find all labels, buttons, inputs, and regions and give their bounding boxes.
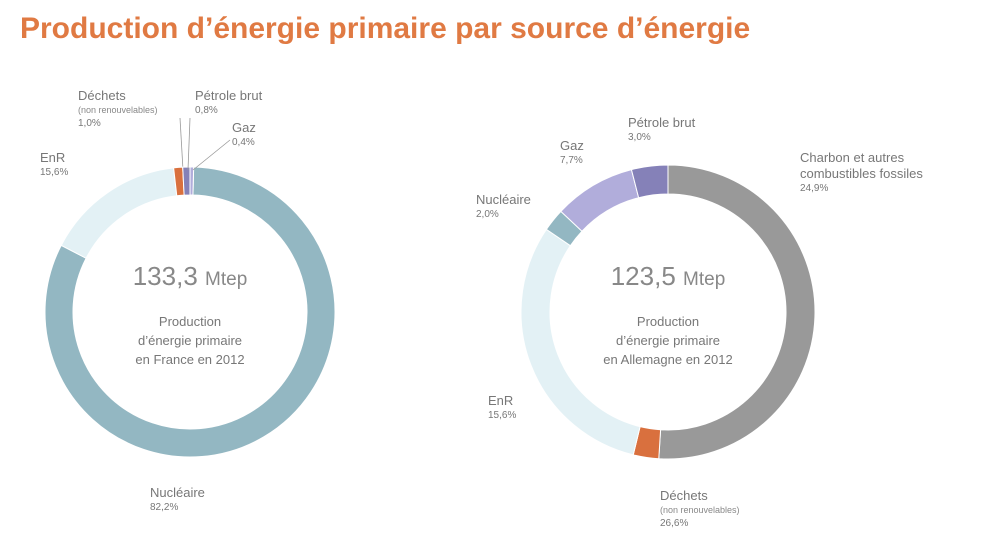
slice-p-trole-brut	[182, 166, 191, 196]
center-caption: Production	[637, 314, 699, 329]
data-label: 15,6%	[40, 167, 68, 178]
data-label: 0,8%	[195, 105, 218, 116]
slice-label: Gaz	[232, 120, 256, 135]
data-label: 2,0%	[476, 209, 499, 220]
slice-label: Déchets	[660, 488, 708, 503]
center-caption: Production	[159, 314, 221, 329]
slice-label: Déchets	[78, 88, 126, 103]
data-label: 1,0%	[78, 118, 101, 129]
data-label: 0,4%	[232, 137, 255, 148]
slice-enr	[60, 167, 178, 259]
leader-line	[179, 117, 184, 171]
leader-line	[187, 117, 191, 171]
leader-line	[192, 139, 231, 171]
center-caption: en France en 2012	[135, 352, 244, 367]
slice-label: Nucléaire	[476, 192, 531, 207]
slice-gaz	[560, 169, 640, 232]
data-label: 24,9%	[800, 183, 828, 194]
data-label: 3,0%	[628, 132, 651, 143]
slice-label: Pétrole brut	[628, 115, 696, 130]
slice-nucl-aire	[44, 166, 336, 458]
data-label: 82,2%	[150, 502, 178, 513]
slice-label: Charbon et autres	[800, 150, 905, 165]
slice-label: EnR	[40, 150, 65, 165]
slice-label: combustibles fossiles	[800, 166, 923, 181]
center-caption: d’énergie primaire	[616, 333, 720, 348]
slice-label: Gaz	[560, 138, 584, 153]
center-caption: d’énergie primaire	[138, 333, 242, 348]
center-caption: en Allemagne en 2012	[603, 352, 732, 367]
slice-charbon-et-autres	[658, 164, 816, 460]
slice-label: EnR	[488, 393, 513, 408]
center-value: 133,3 Mtep	[133, 261, 248, 291]
slice-p-trole-brut	[630, 164, 669, 199]
center-value: 123,5 Mtep	[611, 261, 726, 291]
slice-label: Pétrole brut	[195, 88, 263, 103]
slice-gaz	[189, 166, 195, 196]
slice-sublabel: (non renouvelables)	[660, 505, 740, 515]
data-label: 15,6%	[488, 410, 516, 421]
chart-title: Production d’énergie primaire par source…	[20, 12, 751, 45]
slice-sublabel: (non renouvelables)	[78, 105, 158, 115]
slice-label: Nucléaire	[150, 485, 205, 500]
data-label: 26,6%	[660, 518, 688, 529]
data-label: 7,7%	[560, 155, 583, 166]
